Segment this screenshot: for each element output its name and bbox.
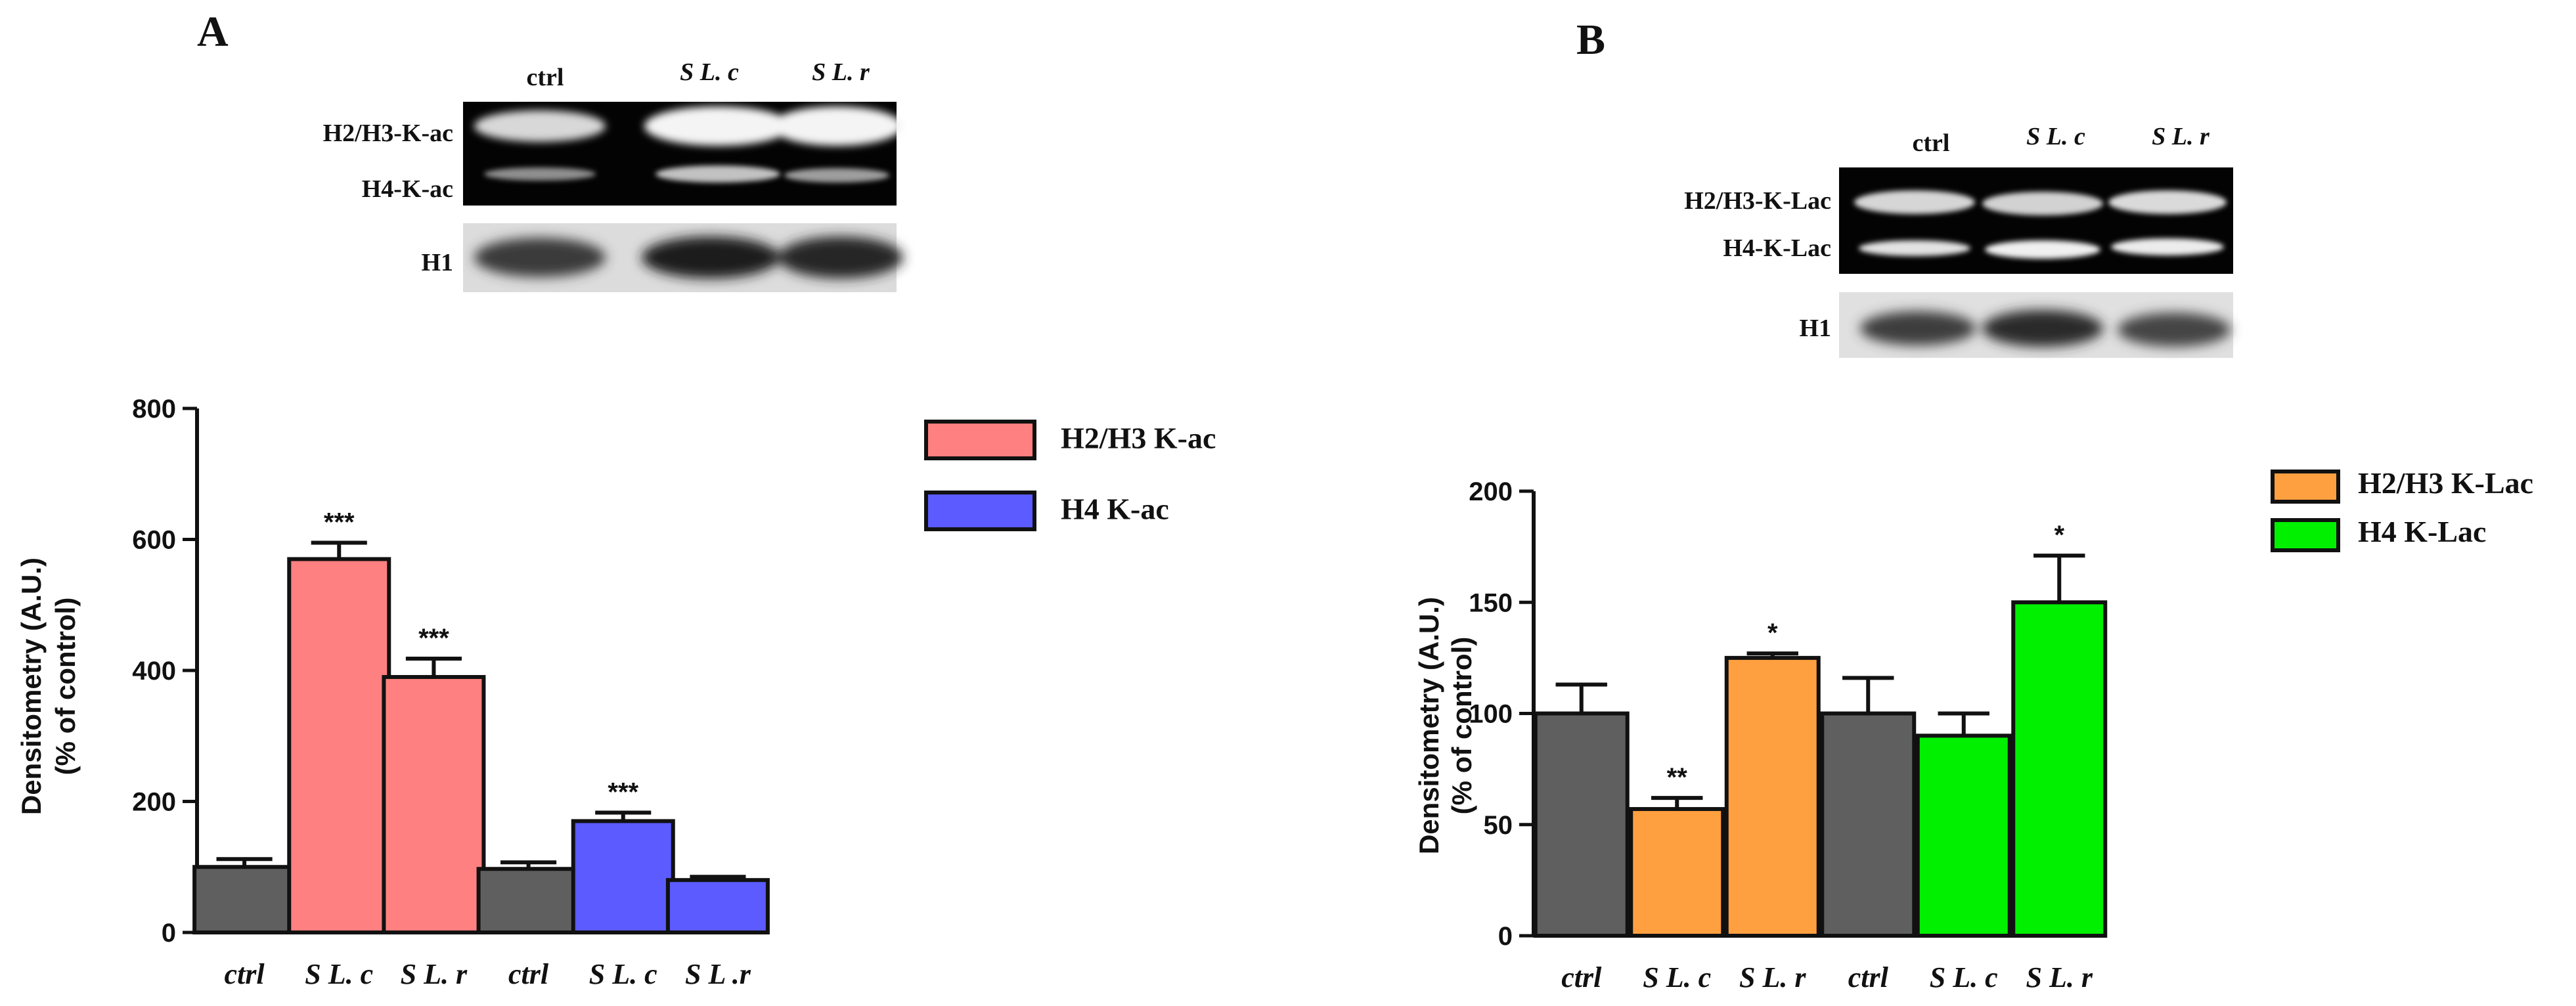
chart-b-category-label: S L. r [2026,961,2093,994]
chart-a-legend-swatch [924,420,1036,460]
blot-b-row-1: H2/H3-K-Lac [1684,187,1831,215]
chart-b-y-tick-label: 100 [1469,700,1513,729]
blot-b-row-2: H4-K-Lac [1723,234,1831,262]
chart-a-legend-label: H2/H3 K-ac [1061,421,1216,454]
chart-a-legend-swatch [924,491,1036,531]
chart-b-legend-swatch [2271,518,2340,552]
blot-b-lane-3: S L. r [2152,123,2210,150]
chart-a-bar [476,867,581,935]
chart-b-legend-swatch [2271,470,2340,504]
chart-b-bar [1820,711,1917,938]
blot-a: ctrl S L. c S L. r H2/H3-K-ac H4-K-ac H1 [323,58,903,292]
chart-a-bar [382,674,486,934]
chart-b-category-label: S L. c [1930,961,1998,994]
chart-b: Densitometry (A.U.) (% of control) 0 50 10… [1413,466,2533,994]
blot-a-row-1: H2/H3-K-ac [323,120,453,147]
chart-a-y-tick-label: 400 [132,657,176,686]
chart-b-y-tick-label: 200 [1469,477,1513,506]
chart-a-category-label: S L. c [305,958,373,990]
chart-a-y-tick-label: 0 [162,919,176,948]
chart-a: Densitometry (A.U.) (% of control) 0 200 4… [16,395,1216,990]
blot-b-h1-bands [1860,310,2231,347]
blot-a-lane-3: S L. r [812,58,870,86]
panel-letter-b: B [1576,16,1605,64]
chart-a-bar [192,865,297,934]
chart-b-significance: * [2054,521,2064,550]
chart-b-marks: ctrl ** S L. c * S L. r ctrl S L. c * S L. r [1533,521,2108,994]
chart-b-category-label: ctrl [1848,961,1889,994]
blot-b-row-3: H1 [1799,315,1831,342]
chart-b-bar [1724,655,1821,938]
chart-a-y-tick-label: 600 [132,526,176,555]
chart-a-category-label: S L .r [685,958,751,990]
chart-b-bar [1915,733,2012,938]
blot-a-lane-2: S L. c [680,58,739,86]
blot-a-bands-bottom [484,165,889,183]
chart-a-category-label: S L. c [589,958,657,990]
chart-a-bar [665,878,770,934]
chart-a-legend: H2/H3 K-ac H4 K-ac [924,420,1216,531]
panel-a: A ctrl S L. c S L. r H2/H3-K-ac H4-K-ac … [16,8,1216,990]
chart-a-category-label: ctrl [225,958,265,990]
chart-a-bar [287,557,391,934]
blot-b-bands-top [1854,190,2227,215]
chart-b-legend-label: H4 K-Lac [2358,515,2486,548]
chart-a-bar [571,819,675,935]
chart-a-significance: *** [324,508,355,536]
blot-a-lane-1: ctrl [527,64,564,91]
chart-b-ylabel-line1: Densitometry (A.U.) [1413,597,1444,854]
chart-a-legend-label: H4 K-ac [1061,492,1169,525]
chart-b-legend: H2/H3 K-Lac H4 K-Lac [2271,466,2533,552]
chart-b-bar [1629,807,1725,938]
chart-a-y-tick-label: 200 [132,788,176,817]
chart-b-category-label: S L. c [1643,961,1711,994]
chart-b-bar [1533,711,1630,938]
chart-b-y-tick-label: 50 [1484,811,1513,840]
chart-b-legend-label: H2/H3 K-Lac [2358,466,2533,500]
chart-a-significance: *** [608,777,638,806]
blot-b: ctrl S L. c S L. r H2/H3-K-Lac H4-K-Lac … [1684,123,2233,358]
chart-a-ylabel-line2: (% of control) [50,598,81,776]
chart-a-y-tick-label: 800 [132,395,176,424]
chart-b-y-tick-label: 0 [1498,922,1513,951]
blot-a-bands-top [474,106,902,146]
chart-b-bar [2011,600,2108,938]
blot-a-h1-bands [474,236,903,278]
blot-a-row-3: H1 [421,249,453,276]
chart-a-category-label: S L. r [401,958,468,990]
panel-letter-a: A [197,8,229,56]
panel-b: B ctrl S L. c S L. r H2/H3-K-Lac H4-K-La… [1413,16,2533,994]
blot-b-bands-bottom [1859,238,2224,259]
chart-b-significance: ** [1667,763,1688,792]
chart-b-ylabel-line2: (% of control) [1446,637,1477,815]
chart-a-ylabel-line1: Densitometry (A.U.) [16,558,47,815]
chart-b-category-label: ctrl [1561,961,1602,994]
chart-a-marks: ctrl *** S L. c *** S L. r ctrl *** S L. c S L .… [192,508,770,990]
blot-b-lane-2: S L. c [2026,123,2085,150]
chart-b-category-label: S L. r [1739,961,1806,994]
blot-b-lane-1: ctrl [1913,129,1950,157]
blot-a-row-2: H4-K-ac [362,175,453,203]
chart-b-significance: * [1767,619,1778,647]
chart-b-y-tick-label: 150 [1469,588,1513,617]
chart-a-category-label: ctrl [508,958,549,990]
chart-a-significance: *** [418,624,449,653]
